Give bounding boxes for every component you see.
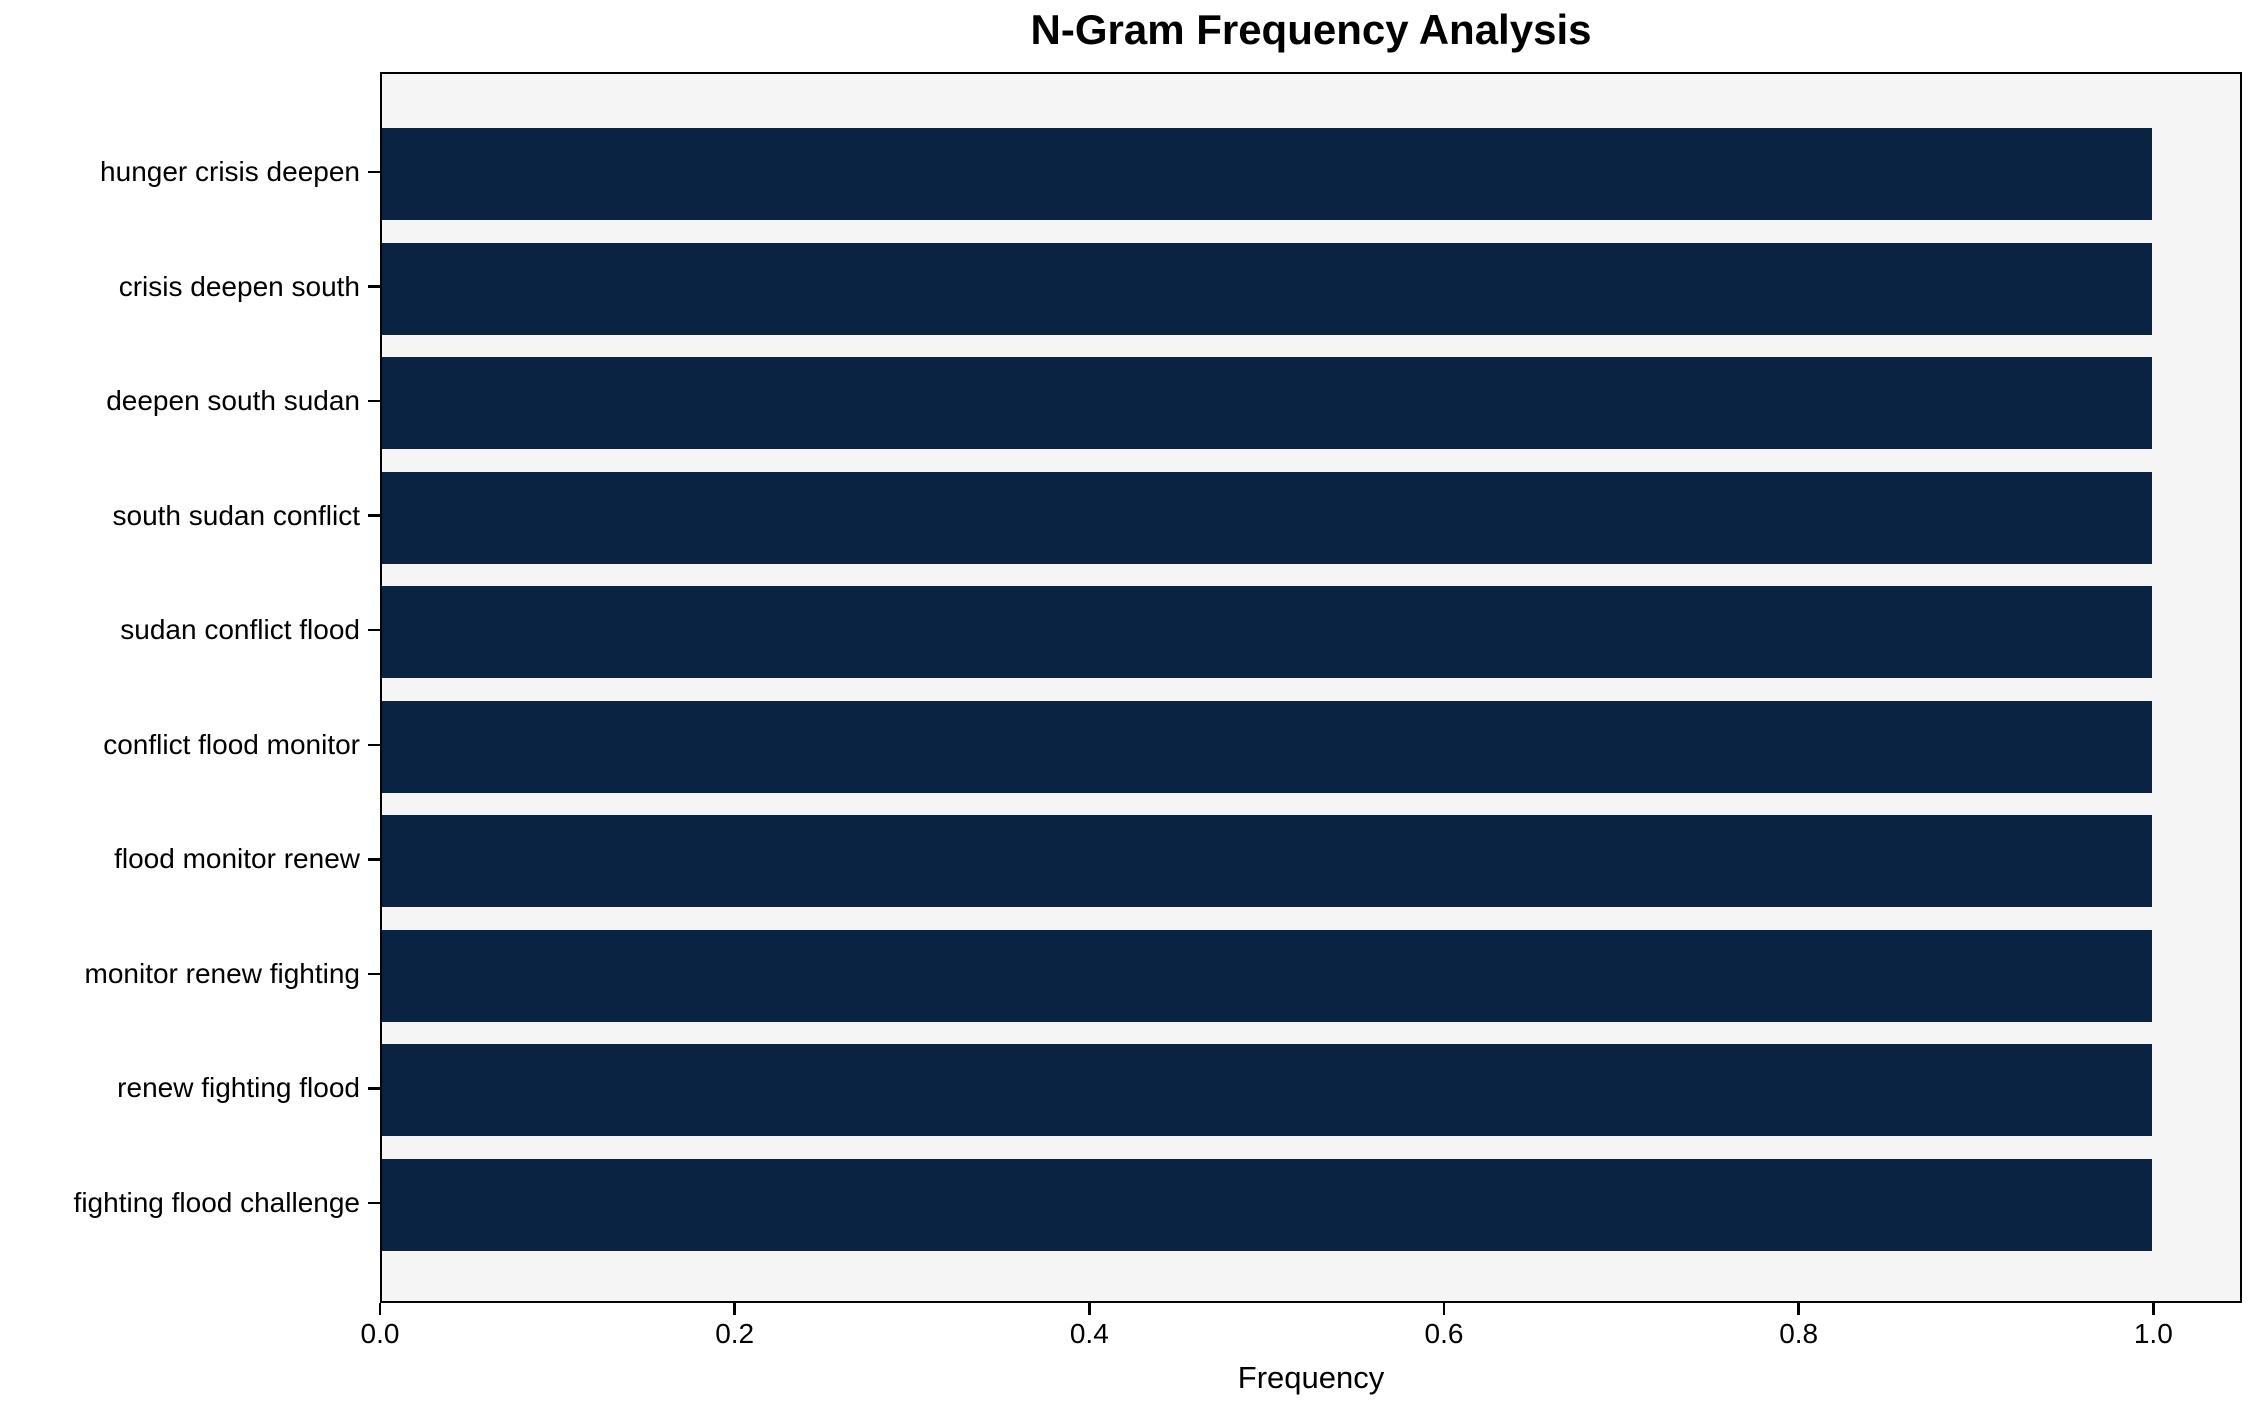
- y-tick-label: sudan conflict flood: [120, 614, 360, 646]
- y-tick-label: crisis deepen south: [118, 270, 360, 302]
- y-tick-label: south sudan conflict: [112, 499, 361, 531]
- x-tick-label: 1.0: [2133, 1318, 2173, 1349]
- x-tick-label: 0.6: [1424, 1318, 1464, 1349]
- y-tick: [368, 972, 380, 976]
- y-tick: [368, 628, 380, 632]
- x-tick: [2152, 1303, 2155, 1315]
- x-axis-label: Frequency: [1237, 1360, 1385, 1395]
- y-tick-label: hunger crisis deepen: [100, 156, 360, 187]
- bar: [382, 128, 2152, 220]
- y-tick-label: deepen south sudan: [106, 385, 360, 417]
- y-tick-label: fighting flood challenge: [73, 1187, 360, 1219]
- x-tick-label: 0.2: [715, 1318, 755, 1349]
- x-tick: [1442, 1303, 1446, 1315]
- x-tick: [1088, 1303, 1091, 1315]
- x-tick-label: 0.4: [1069, 1318, 1109, 1349]
- y-tick-label: conflict flood monitor: [103, 728, 360, 760]
- bar: [382, 586, 2152, 679]
- y-tick: [368, 399, 380, 403]
- plot-area: [380, 72, 2242, 1303]
- y-tick: [368, 1087, 380, 1090]
- y-tick-label: renew fighting flood: [117, 1072, 360, 1104]
- x-tick-label: 0.0: [360, 1318, 400, 1349]
- x-tick-label: 0.8: [1779, 1318, 1819, 1349]
- y-tick: [368, 285, 380, 288]
- bar: [382, 242, 2152, 335]
- y-tick: [368, 514, 380, 517]
- bar: [382, 357, 2152, 450]
- y-tick-label: monitor renew fighting: [84, 957, 360, 989]
- y-tick: [368, 1201, 380, 1205]
- bar: [382, 1044, 2152, 1137]
- x-tick: [733, 1303, 736, 1315]
- chart-title: N-Gram Frequency Analysis: [1030, 6, 1592, 53]
- bar: [382, 815, 2152, 908]
- bar: [382, 1159, 2152, 1252]
- x-tick: [1797, 1303, 1800, 1315]
- y-tick: [368, 743, 380, 747]
- y-tick: [368, 858, 380, 861]
- y-tick-label: flood monitor renew: [114, 843, 360, 875]
- bar: [382, 700, 2152, 793]
- bar: [382, 471, 2152, 564]
- x-tick: [378, 1303, 382, 1315]
- bar: [382, 929, 2152, 1022]
- y-tick: [368, 170, 380, 174]
